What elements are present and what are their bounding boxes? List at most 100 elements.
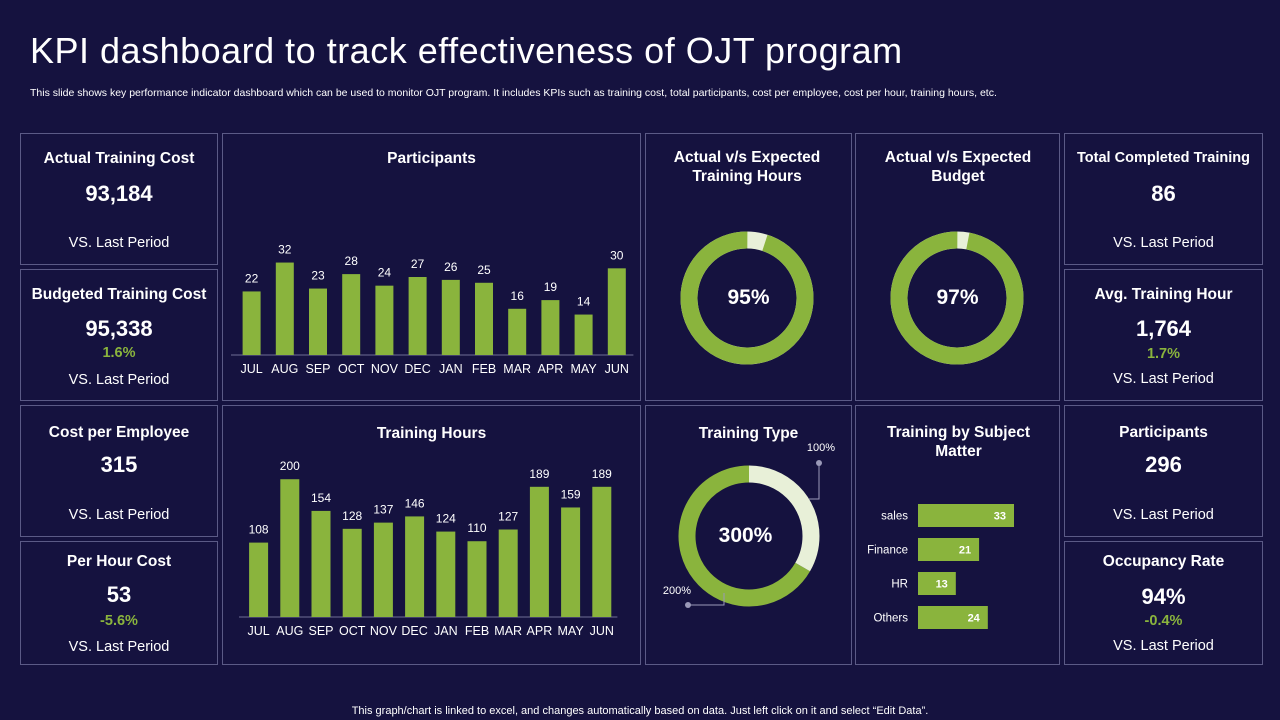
kpi-value: 53 (106, 582, 132, 607)
bar-aug (275, 262, 294, 355)
kpi-value: 1,764 (1135, 316, 1192, 341)
data-label: 14 (577, 295, 591, 309)
hours-donut-card[interactable]: Actual v/s Expected Training Hours 95% (645, 133, 852, 401)
bar-oct (342, 274, 361, 355)
x-tick-label: JUN (605, 362, 629, 376)
x-tick-label: MAY (558, 624, 585, 638)
data-label: 110 (467, 521, 486, 535)
leader-dot-bottom (685, 602, 691, 608)
kpi-value: 95,338 (85, 316, 153, 341)
data-label: 200 (280, 459, 300, 473)
bar-jul (249, 542, 269, 617)
training-type-center-value: 300% (718, 524, 773, 547)
bar-oct (342, 528, 362, 617)
hours-donut-title: Actual v/s Expected Training Hours (673, 149, 821, 185)
kpi-comparison: VS. Last Period (1113, 235, 1214, 251)
training-hours-bar-chart: 108 JUL 200 AUG 154 SEP 128 OCT 137 NOV 146 DEC 124 J… (239, 459, 618, 638)
bar-hr (918, 572, 956, 595)
kpi-card-occupancy-rate[interactable]: Occupancy Rate 94% -0.4% VS. Last Period (1064, 541, 1263, 665)
data-label: 124 (436, 512, 456, 526)
data-label: 27 (411, 257, 425, 271)
bar-value-label: 21 (959, 545, 971, 557)
kpi-label: Participants (1119, 424, 1208, 441)
data-label: 28 (345, 254, 359, 268)
data-label: 108 (249, 523, 269, 537)
y-category-label: sales (881, 511, 908, 523)
kpi-comparison: VS. Last Period (68, 372, 170, 388)
data-label: 128 (342, 509, 362, 523)
kpi-card-per-hour-cost[interactable]: Per Hour Cost 53 -5.6% VS. Last Period (20, 541, 218, 665)
bar-others (918, 606, 988, 629)
participants-chart-card[interactable]: Participants 22 JUL 32 AUG 23 SEP 28 OCT 24 NOV 27… (222, 133, 641, 401)
x-tick-label: MAR (503, 362, 531, 376)
budget-donut-title: Actual v/s Expected Budget (884, 149, 1032, 185)
kpi-value: 93,184 (85, 181, 153, 206)
data-label: 24 (378, 266, 392, 280)
x-tick-label: FEB (465, 624, 489, 638)
leader-line-bottom (688, 593, 725, 606)
x-tick-label: JAN (439, 362, 463, 376)
budget-donut-card[interactable]: Actual v/s Expected Budget 97% (855, 133, 1060, 401)
x-tick-label: AUG (271, 362, 298, 376)
subject-horizontal-bar-chart: 33 sales 21 Finance 13 HR 24 Others (867, 504, 1014, 629)
x-tick-label: JUL (247, 624, 269, 638)
bar-sep (311, 510, 331, 617)
kpi-comparison: VS. Last Period (1113, 638, 1214, 654)
kpi-card-cost-per-employee[interactable]: Cost per Employee 315 VS. Last Period (20, 405, 218, 537)
kpi-card-participants[interactable]: Participants 296 VS. Last Period (1064, 405, 1263, 537)
bar-jun (592, 486, 612, 617)
data-label: 32 (278, 243, 292, 257)
bar-jan (441, 279, 460, 355)
hours-donut-chart (680, 231, 814, 365)
y-category-label: Finance (867, 545, 908, 557)
kpi-card-actual-training-cost[interactable]: Actual Training Cost 93,184 VS. Last Per… (20, 133, 218, 265)
kpi-comparison: VS. Last Period (1113, 371, 1214, 387)
bar-apr (541, 300, 560, 355)
bar-value-label: 24 (968, 613, 981, 625)
data-label: 26 (444, 260, 458, 274)
kpi-value: 315 (100, 452, 138, 477)
kpi-card-avg-training-hour[interactable]: Avg. Training Hour 1,764 1.7% VS. Last P… (1064, 269, 1263, 401)
kpi-card-budgeted-training-cost[interactable]: Budgeted Training Cost 95,338 1.6% VS. L… (20, 269, 218, 401)
leader-line-top (809, 463, 820, 500)
kpi-change: 1.7% (1146, 346, 1181, 362)
y-category-label: Others (873, 613, 908, 625)
bar-sales (918, 504, 1014, 527)
subject-chart-title: Training by Subject Matter (887, 424, 1030, 460)
subject-chart-card[interactable]: Training by Subject Matter 33 sales 21 Fina… (855, 405, 1060, 665)
page-subtitle: This slide shows key performance indicat… (30, 87, 997, 99)
x-tick-label: SEP (308, 624, 333, 638)
training-hours-chart-card[interactable]: Training Hours 108 JUL 200 AUG 154 SEP 128 OCT 1… (222, 405, 641, 665)
x-tick-label: DEC (404, 362, 430, 376)
data-label: 159 (561, 487, 581, 501)
bar-nov (375, 285, 394, 355)
data-label: 127 (498, 510, 518, 524)
bar-nov (373, 522, 393, 617)
x-tick-label: JUN (590, 624, 614, 638)
x-tick-label: JAN (434, 624, 458, 638)
data-label: 19 (544, 280, 558, 294)
segment-label-top: 100% (807, 442, 835, 454)
bar-jun (607, 268, 626, 355)
x-tick-label: NOV (371, 362, 399, 376)
kpi-change: -5.6% (100, 613, 138, 629)
bar-feb (475, 282, 493, 355)
data-label: 16 (511, 289, 525, 303)
data-label: 23 (311, 269, 325, 283)
training-hours-chart-title: Training Hours (376, 425, 487, 442)
kpi-comparison: VS. Last Period (68, 507, 170, 523)
bar-aug (280, 479, 300, 617)
training-type-card[interactable]: Training Type 100% 200% 300% (645, 405, 852, 665)
kpi-comparison: VS. Last Period (68, 235, 170, 251)
training-type-donut-chart: 100% 200% (663, 442, 835, 608)
x-tick-label: OCT (339, 624, 366, 638)
kpi-value: 296 (1145, 452, 1182, 477)
bar-sep (309, 288, 327, 355)
budget-donut-value: 97% (936, 286, 979, 309)
kpi-change: -0.4% (1144, 613, 1183, 629)
kpi-value: 86 (1151, 181, 1176, 206)
kpi-card-total-completed-training[interactable]: Total Completed Training 86 VS. Last Per… (1064, 133, 1263, 265)
x-tick-label: MAR (494, 624, 522, 638)
x-tick-label: FEB (472, 362, 496, 376)
data-label: 22 (245, 271, 259, 285)
